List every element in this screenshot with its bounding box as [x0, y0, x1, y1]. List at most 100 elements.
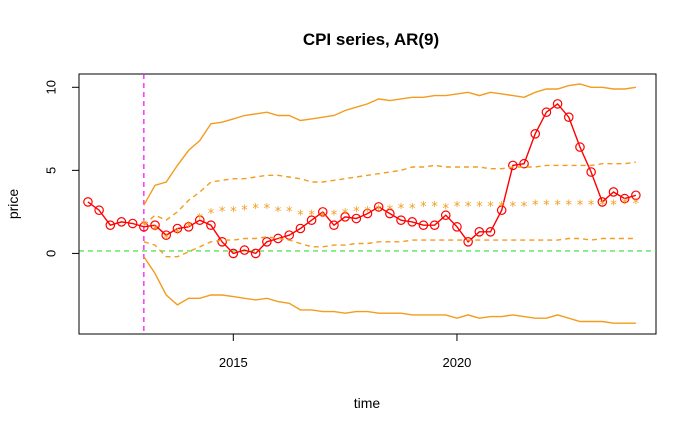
- observed-point: [440, 210, 451, 221]
- observed-point: [161, 230, 172, 240]
- observed-point: [608, 187, 619, 197]
- forecast-point-star: *: [476, 200, 483, 215]
- observed-point: [418, 220, 429, 230]
- forecast-point-star: *: [353, 205, 360, 220]
- observed-point: [116, 217, 127, 227]
- forecast-point-star: *: [599, 199, 606, 214]
- forecast-point-star: *: [443, 202, 450, 217]
- forecast-point-star: *: [230, 205, 237, 220]
- observed-point: [407, 217, 418, 227]
- observed-point: [474, 227, 485, 237]
- forecast-point-star: *: [297, 209, 304, 224]
- observed-point: [150, 220, 160, 230]
- observed-point: [530, 129, 541, 139]
- y-tick-label: 0: [44, 250, 59, 257]
- observed-point: [127, 218, 138, 229]
- forecast-point-star: *: [521, 200, 528, 215]
- forecast-point-star: *: [588, 199, 595, 214]
- observed-point: [284, 230, 295, 240]
- forecast-point-star: *: [331, 209, 338, 224]
- observed-point: [306, 215, 317, 225]
- observed-point: [631, 190, 641, 201]
- forecast-point-star: *: [633, 197, 640, 212]
- observed-point: [340, 212, 350, 222]
- observed-point: [172, 223, 183, 234]
- forecast-point-star: *: [286, 205, 293, 220]
- forecast-point-star: *: [364, 205, 371, 220]
- observed-point: [586, 167, 596, 177]
- forecast-point-star: *: [387, 204, 394, 219]
- y-axis-label: price: [5, 189, 21, 220]
- forecast-point-star: *: [252, 202, 259, 217]
- forecast-point-star: *: [554, 199, 561, 214]
- observed-point: [429, 220, 440, 230]
- observed-point: [94, 205, 104, 216]
- forecast-point-star: *: [208, 207, 215, 222]
- observed-point: [619, 193, 630, 204]
- observed-point: [250, 248, 261, 259]
- forecast-point-star: *: [197, 212, 204, 227]
- y-tick-label: 5: [44, 167, 59, 174]
- forecast-point-star: *: [431, 200, 438, 215]
- x-tick-label: 2015: [219, 355, 248, 370]
- inner-band-line: [143, 236, 636, 258]
- observed-point: [83, 197, 93, 207]
- observed-point: [317, 207, 328, 217]
- forecast-point-star: *: [141, 219, 148, 234]
- observed-point: [206, 220, 216, 230]
- outer-band-line: [143, 83, 637, 206]
- axes: 2015 2020 0 5 10: [44, 80, 472, 370]
- observed-point: [329, 220, 339, 230]
- observed-point: [194, 215, 205, 225]
- chart-title: CPI series, AR(9): [303, 30, 439, 49]
- forecast-point-star: *: [610, 199, 617, 214]
- observed-point: [508, 160, 518, 171]
- forecast-point-star: *: [342, 207, 349, 222]
- forecast-point-star: *: [420, 200, 427, 215]
- observed-point: [105, 220, 116, 230]
- observed-point: [295, 223, 306, 234]
- observed-point: [463, 236, 473, 247]
- outer-band-line: [143, 256, 636, 324]
- forecast-point-star: *: [465, 200, 472, 215]
- forecast-point-star: *: [487, 200, 494, 215]
- forecast-point-star: *: [498, 200, 505, 215]
- observed-point: [217, 236, 227, 247]
- forecast-point-star: *: [566, 199, 573, 214]
- observed-point: [597, 197, 608, 207]
- observed-point: [362, 208, 373, 219]
- forecast-point-star: *: [375, 204, 382, 219]
- forecast-point-star: *: [398, 202, 405, 217]
- observed-point: [183, 222, 194, 232]
- forecast-point-star: *: [510, 200, 517, 215]
- observed-point: [239, 245, 250, 255]
- forecast-point-star: *: [275, 205, 282, 220]
- forecast-point-star: *: [308, 209, 315, 224]
- forecast-point-star: *: [409, 202, 416, 217]
- observed-point: [519, 158, 529, 169]
- observed-point: [496, 205, 507, 216]
- observed-point: [552, 99, 563, 109]
- forecast-point-star: *: [264, 202, 271, 217]
- forecast-point-star: *: [543, 199, 550, 214]
- y-tick-label: 10: [44, 80, 59, 94]
- forecast-point-star: *: [163, 232, 170, 247]
- x-axis-label: time: [354, 395, 381, 411]
- observed-point: [139, 222, 149, 232]
- observed-point: [351, 213, 362, 224]
- forecast-point-star: *: [577, 199, 584, 214]
- observed-series-line: [87, 102, 637, 255]
- plot-area: * * * * * * * * * * * * * * * * * * * * * * * * * * * * * * * * * * * * * * * *…: [79, 74, 656, 334]
- observed-point: [575, 142, 585, 152]
- forecast-point-star: *: [174, 227, 181, 242]
- observed-point: [373, 202, 384, 212]
- observed-point: [541, 107, 552, 118]
- observed-point: [396, 215, 406, 225]
- observed-point: [452, 222, 462, 232]
- observed-point: [485, 227, 496, 237]
- forecast-point-star: *: [241, 204, 248, 219]
- forecast-point-star: *: [532, 199, 539, 214]
- forecast-point-star: *: [219, 205, 226, 220]
- observed-point: [563, 112, 574, 122]
